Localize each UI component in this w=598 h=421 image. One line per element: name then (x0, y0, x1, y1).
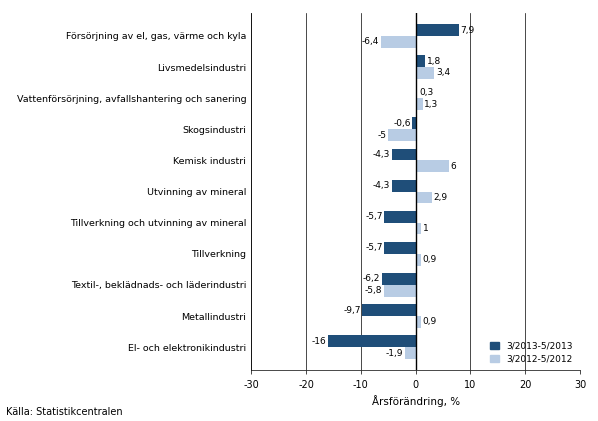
Text: -5: -5 (377, 131, 386, 140)
Text: -4,3: -4,3 (373, 181, 390, 190)
Text: 0,9: 0,9 (422, 317, 437, 326)
Bar (416, 55, 426, 67)
Bar (416, 98, 423, 110)
Text: 1,8: 1,8 (427, 57, 441, 66)
Text: 1: 1 (423, 224, 429, 233)
Bar (416, 86, 417, 98)
Legend: 3/2013-5/2013, 3/2012-5/2012: 3/2013-5/2013, 3/2012-5/2012 (487, 339, 575, 366)
Text: 3,4: 3,4 (436, 69, 450, 77)
Text: -16: -16 (312, 337, 327, 346)
Bar (392, 149, 416, 160)
Text: 0,3: 0,3 (419, 88, 433, 97)
Text: 2,9: 2,9 (433, 193, 447, 202)
Text: -5,8: -5,8 (365, 286, 382, 295)
Text: Källa: Statistikcentralen: Källa: Statistikcentralen (6, 407, 123, 417)
Text: -5,7: -5,7 (365, 243, 383, 252)
Bar (413, 117, 416, 129)
Bar (388, 129, 416, 141)
Bar (416, 316, 420, 328)
Bar (362, 304, 416, 316)
Text: -6,2: -6,2 (362, 274, 380, 283)
Bar (416, 67, 434, 79)
Bar (405, 347, 416, 359)
Bar (416, 160, 448, 172)
Bar (392, 180, 416, 192)
Bar (382, 273, 416, 285)
Text: 0,9: 0,9 (422, 255, 437, 264)
Bar (380, 36, 416, 48)
Bar (416, 192, 432, 203)
Text: 1,3: 1,3 (425, 100, 438, 109)
Text: -4,3: -4,3 (373, 150, 390, 159)
Text: -5,7: -5,7 (365, 212, 383, 221)
Bar (385, 242, 416, 254)
Text: -6,4: -6,4 (362, 37, 379, 46)
X-axis label: Årsförändring, %: Årsförändring, % (371, 395, 460, 407)
Bar (384, 285, 416, 297)
Text: 6: 6 (450, 162, 456, 171)
Bar (385, 211, 416, 223)
Text: -1,9: -1,9 (386, 349, 404, 357)
Bar (416, 24, 459, 36)
Bar (328, 335, 416, 347)
Text: -0,6: -0,6 (393, 119, 411, 128)
Bar (416, 223, 421, 234)
Text: 7,9: 7,9 (460, 26, 475, 35)
Text: -9,7: -9,7 (343, 306, 361, 314)
Bar (416, 254, 420, 266)
